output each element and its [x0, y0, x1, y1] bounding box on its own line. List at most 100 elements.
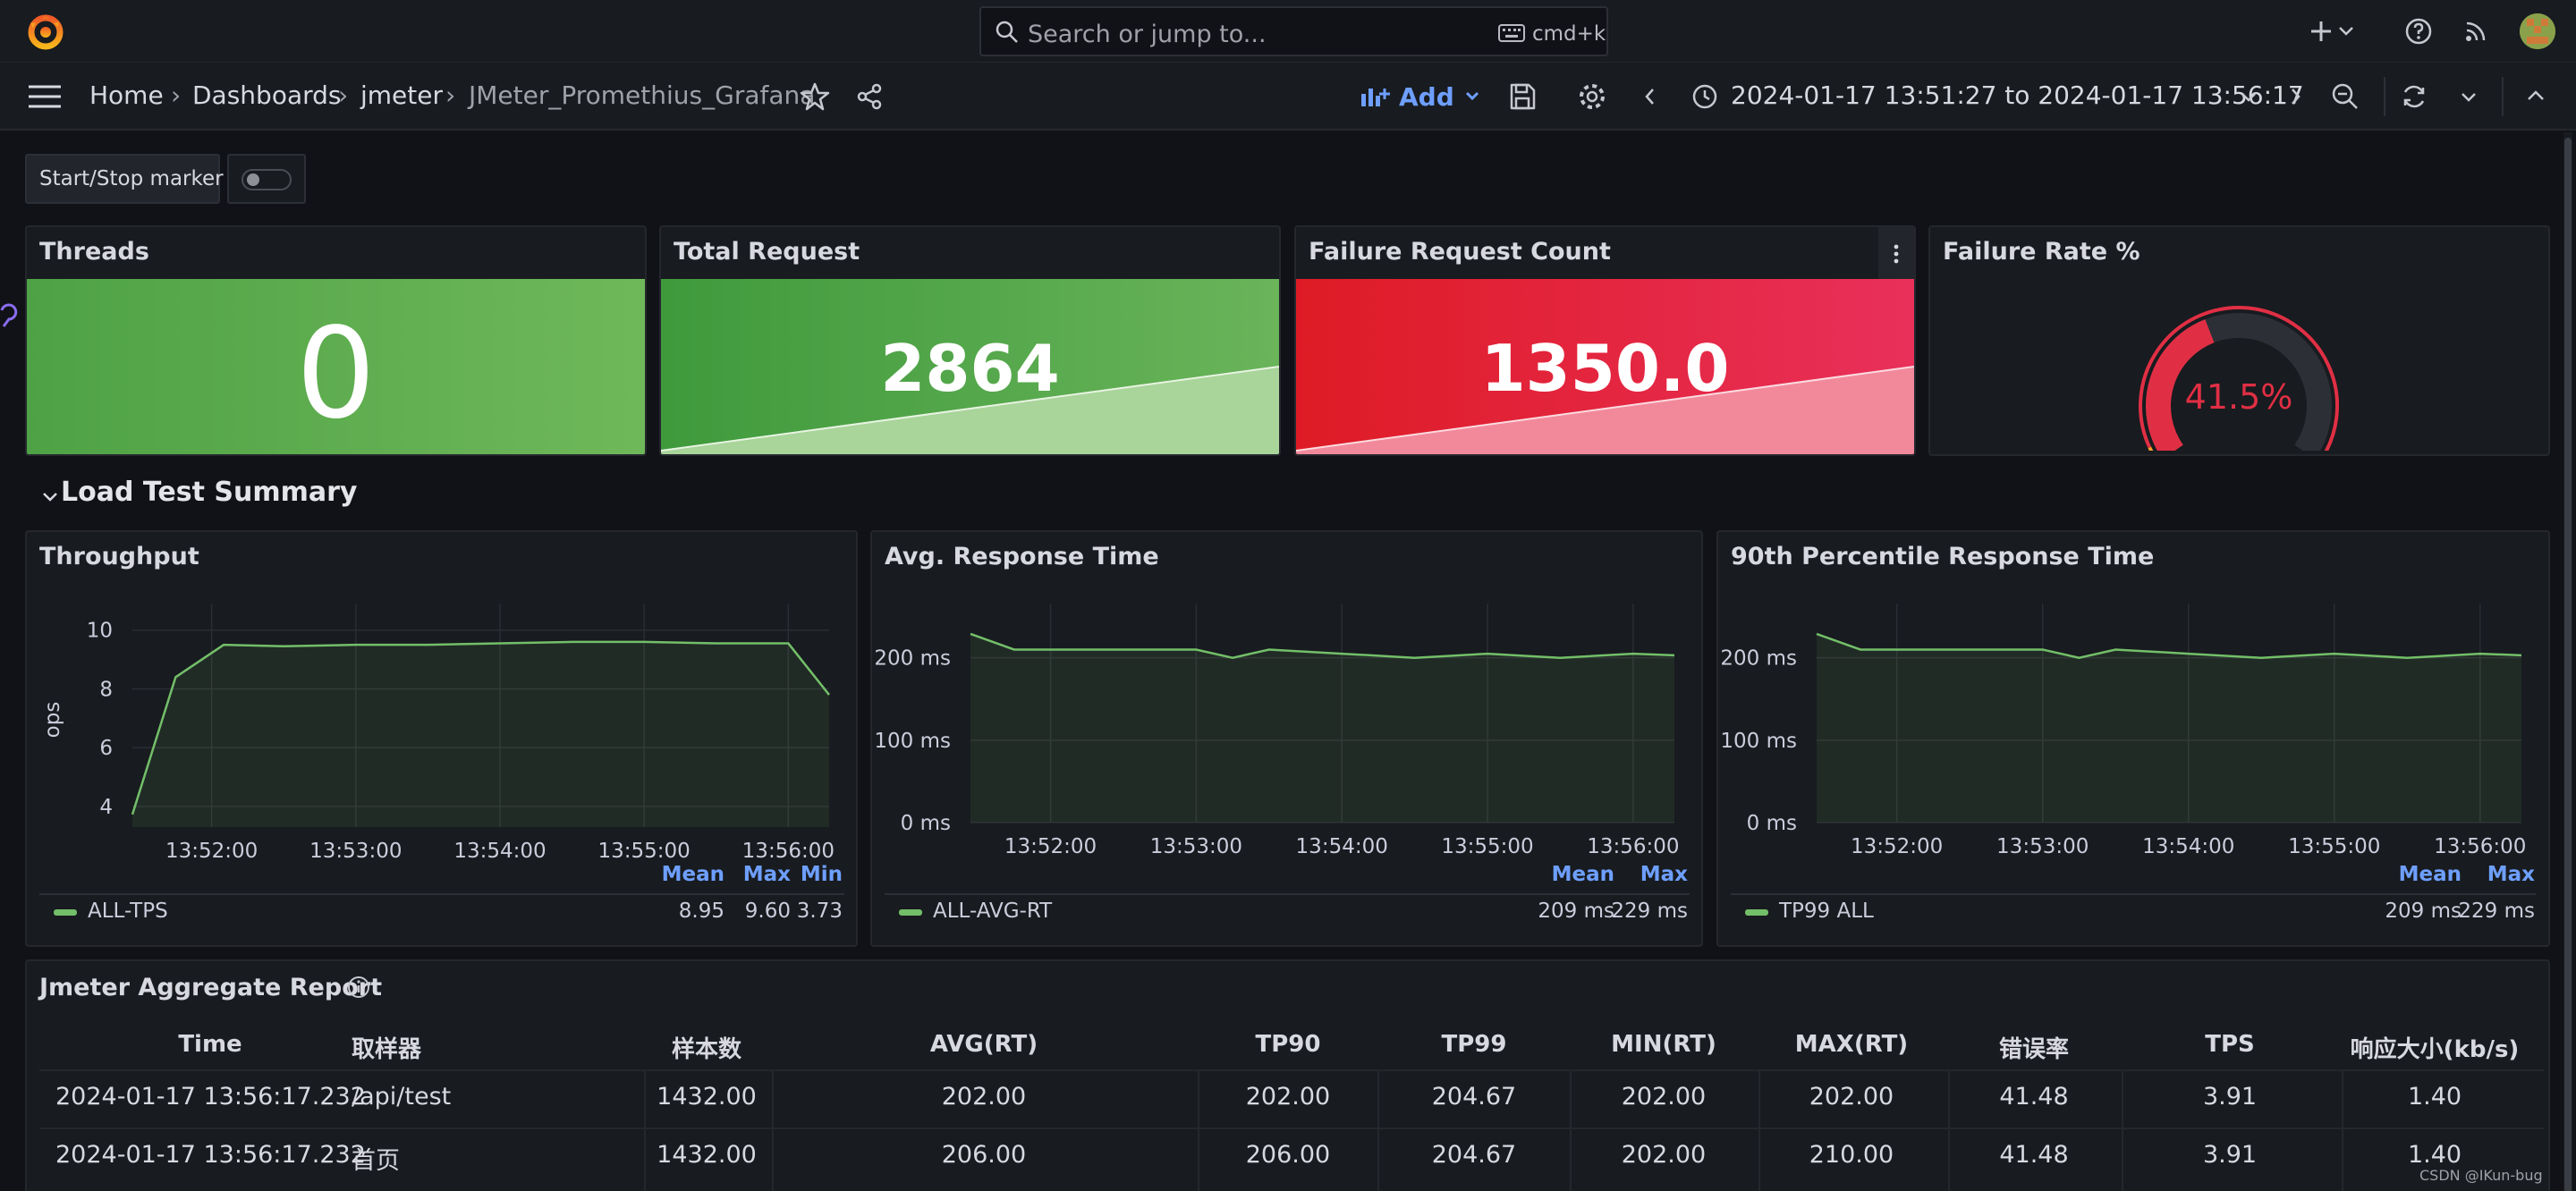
link-icon[interactable]	[0, 300, 18, 335]
breadcrumb-home[interactable]: Home	[89, 80, 164, 110]
table-cell: 202.00	[941, 1083, 1027, 1111]
save-icon[interactable]	[1506, 80, 1538, 113]
avg-response-time-panel[interactable]: Avg. Response Time 200 ms 100 ms 0 ms 13:52…	[870, 530, 1703, 947]
legend-series-name[interactable]: TP99 ALL	[1779, 900, 1874, 923]
x-tick-label: 13:54:00	[2142, 835, 2234, 858]
star-icon[interactable]	[799, 80, 831, 113]
breadcrumb-folder[interactable]: jmeter	[360, 80, 443, 110]
legend-header-max[interactable]: Max	[1640, 863, 1688, 886]
menu-icon[interactable]	[29, 84, 61, 109]
add-panel-icon	[1361, 89, 1390, 106]
table-cell: 2024-01-17 13:56:17.232	[55, 1141, 366, 1169]
table-cell: 1432.00	[657, 1141, 757, 1169]
chevron-left-icon[interactable]	[1640, 80, 1661, 113]
zoom-out-icon[interactable]	[2329, 80, 2361, 113]
legend-series-name[interactable]: ALL-TPS	[88, 900, 168, 923]
x-tick-label: 13:56:00	[2434, 835, 2526, 858]
legend-value: 229 ms	[1611, 900, 1688, 923]
refresh-icon[interactable]	[2398, 80, 2430, 113]
plus-icon[interactable]	[2305, 15, 2337, 47]
add-button-label: Add	[1399, 81, 1454, 112]
rss-icon[interactable]	[2460, 15, 2492, 47]
top-bar: Search or jump to... cmd+k	[0, 0, 2576, 63]
panel-title: Jmeter Aggregate Report	[39, 974, 382, 1001]
x-tick-label: 13:55:00	[2288, 835, 2380, 858]
table-cell: 204.67	[1431, 1083, 1517, 1111]
breadcrumb-separator: ›	[445, 80, 456, 110]
row-title-load-test-summary[interactable]: Load Test Summary	[61, 477, 358, 508]
start-stop-marker-toggle[interactable]	[227, 154, 306, 204]
column-header[interactable]: TP99	[1441, 1031, 1507, 1058]
chevron-down-icon[interactable]	[2238, 80, 2259, 113]
gear-icon[interactable]	[1576, 80, 1608, 113]
chevron-right-icon[interactable]	[2284, 80, 2306, 113]
search-box[interactable]: Search or jump to... cmd+k	[979, 6, 1608, 56]
legend-header-mean[interactable]: Mean	[2398, 863, 2462, 886]
y-tick-label: 8	[99, 678, 113, 701]
panel-title: Avg. Response Time	[885, 543, 1159, 570]
column-header[interactable]: MAX(RT)	[1794, 1031, 1909, 1058]
share-icon[interactable]	[853, 80, 886, 113]
panel-menu-icon[interactable]	[1889, 243, 1903, 265]
table-column-divider	[1948, 1071, 1950, 1191]
failure-request-count-panel[interactable]: Failure Request Count 1350.0	[1294, 225, 1916, 456]
p90-response-time-chart: 200 ms 100 ms 0 ms 13:52:00 13:53:00 13:54:00…	[1720, 604, 2526, 858]
table-cell: 206.00	[941, 1141, 1027, 1169]
aggregate-report-panel[interactable]: Jmeter Aggregate Report	[25, 959, 2550, 1191]
column-header[interactable]: 样本数	[671, 1036, 742, 1063]
search-input[interactable]: Search or jump to...	[1028, 21, 1267, 48]
series-line	[1816, 632, 2522, 659]
chevron-down-icon[interactable]	[41, 490, 59, 504]
table-column-divider	[2122, 1071, 2123, 1191]
column-header[interactable]: 响应大小(kb/s)	[2350, 1036, 2520, 1063]
x-tick-label: 13:52:00	[1851, 835, 1943, 858]
avatar[interactable]	[2520, 13, 2555, 49]
page-scrollbar[interactable]	[2563, 132, 2572, 1191]
chevron-up-icon[interactable]	[2522, 80, 2549, 113]
search-icon	[996, 21, 1018, 43]
table-cell: 首页	[352, 1147, 400, 1175]
legend-header-max[interactable]: Max	[2487, 863, 2535, 886]
legend-header-min[interactable]: Min	[800, 863, 843, 886]
y-axis-label: ops	[41, 702, 64, 739]
table-row-divider	[39, 1069, 2544, 1071]
chevron-down-icon[interactable]	[2458, 80, 2479, 113]
legend-header-mean[interactable]: Mean	[661, 863, 724, 886]
help-icon[interactable]	[2402, 15, 2435, 47]
column-header[interactable]: AVG(RT)	[929, 1031, 1038, 1058]
legend-value: 9.60	[744, 900, 791, 923]
threads-panel[interactable]: Threads 0	[25, 225, 647, 456]
legend-series-name[interactable]: ALL-AVG-RT	[933, 900, 1053, 923]
search-shortcut: cmd+k	[1532, 22, 1606, 46]
table-column-divider	[644, 1071, 646, 1191]
column-header[interactable]: TP90	[1255, 1031, 1321, 1058]
breadcrumb-dashboards[interactable]: Dashboards	[192, 80, 342, 110]
column-header[interactable]: 取样器	[352, 1036, 422, 1063]
column-header[interactable]: 错误率	[1998, 1036, 2070, 1063]
column-header[interactable]: Time	[178, 1031, 242, 1058]
add-button[interactable]: Add	[1360, 79, 1481, 114]
time-range-picker[interactable]: 2024-01-17 13:51:27 to 2024-01-17 13:56:…	[1731, 80, 2304, 110]
info-icon[interactable]	[345, 974, 372, 1001]
table-cell: 2024-01-17 13:56:17.232	[55, 1083, 366, 1111]
legend-header-mean[interactable]: Mean	[1551, 863, 1614, 886]
legend-value: 8.95	[678, 900, 724, 923]
chevron-down-icon[interactable]	[2335, 15, 2357, 47]
y-tick-label: 10	[87, 620, 113, 643]
throughput-panel[interactable]: Throughput 10 8 6 4 13:52:00 13:53:00 13:54:00…	[25, 530, 858, 947]
x-tick-label: 13:55:00	[1441, 835, 1533, 858]
table-cell: 206.00	[1245, 1141, 1331, 1169]
column-header[interactable]: TPS	[2205, 1031, 2255, 1058]
legend-header-max[interactable]: Max	[742, 863, 791, 886]
column-header[interactable]: MIN(RT)	[1611, 1031, 1716, 1058]
keyboard-icon	[1498, 24, 1525, 42]
grafana-logo-icon[interactable]	[25, 11, 66, 52]
x-tick-label: 13:53:00	[309, 840, 402, 863]
p90-response-time-panel[interactable]: 90th Percentile Response Time 200 ms 100 …	[1716, 530, 2550, 947]
breadcrumb-dashboard-title: JMeter_Promethius_Grafana	[469, 80, 816, 110]
toolbar-divider	[2502, 77, 2504, 116]
avg-response-time-chart: 200 ms 100 ms 0 ms 13:52:00 13:53:00 13:54:00…	[874, 604, 1680, 858]
failure-rate-panel[interactable]: Failure Rate % 41.5%	[1928, 225, 2550, 456]
total-request-panel[interactable]: Total Request 2864	[659, 225, 1281, 456]
table-column-divider	[1758, 1071, 1760, 1191]
